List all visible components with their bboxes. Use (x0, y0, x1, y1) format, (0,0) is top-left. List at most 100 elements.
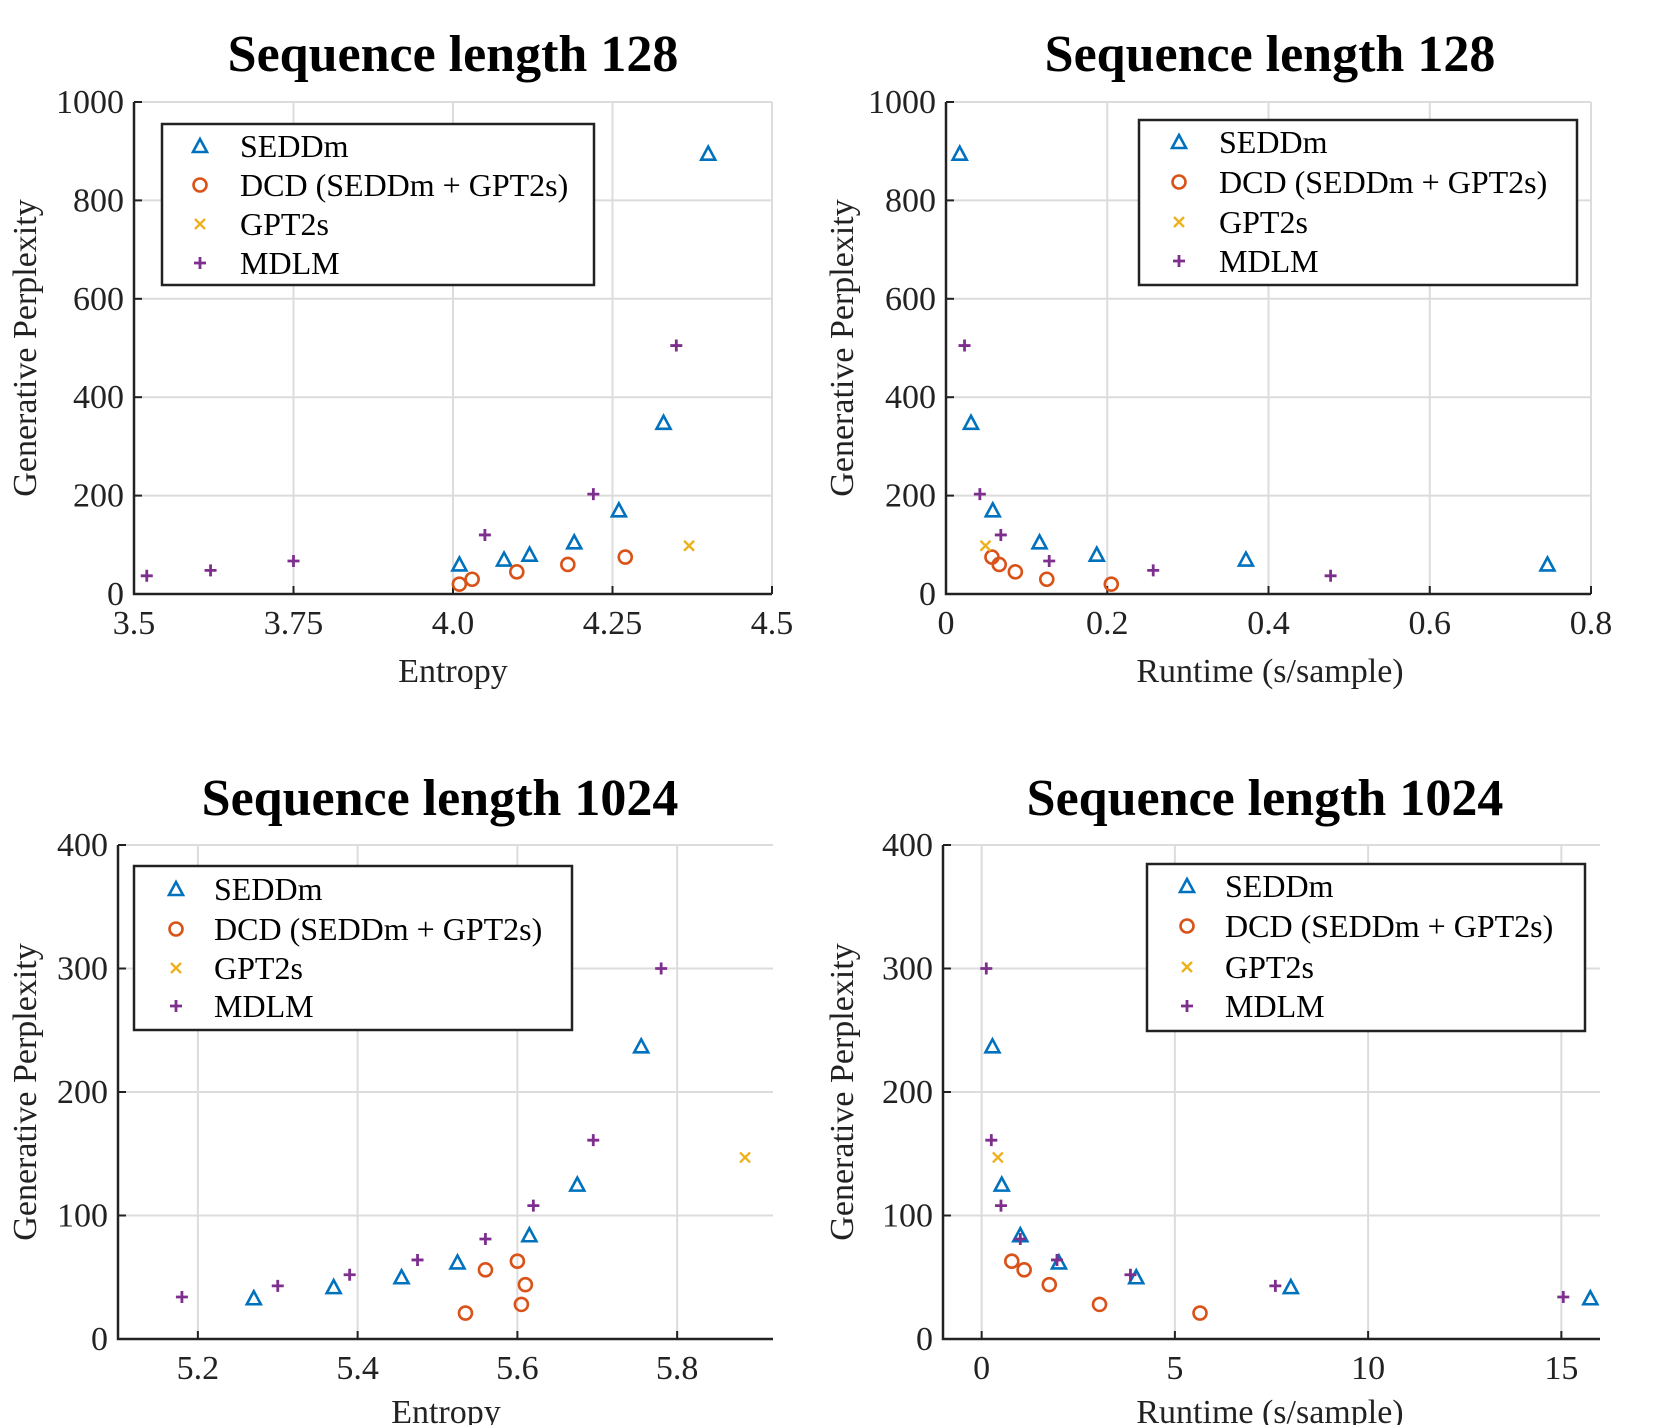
point-gpt2s (683, 539, 695, 552)
y-tick-label: 1000 (56, 84, 124, 121)
point-seddm (1538, 554, 1557, 572)
point-mdlm (655, 962, 668, 975)
point-gpt2s (992, 1151, 1004, 1164)
point-dcd-seddm-gpt2s (509, 1253, 526, 1269)
point-mdlm (411, 1253, 424, 1266)
point-dcd-seddm-gpt2s (508, 564, 525, 580)
y-tick-label: 200 (57, 1074, 108, 1111)
y-tick-label: 200 (73, 478, 124, 515)
point-dcd-seddm-gpt2s (464, 571, 480, 588)
point-seddm (609, 500, 629, 518)
point-dcd-seddm-gpt2s (560, 556, 576, 573)
point-mdlm (527, 1199, 540, 1212)
legend-label-mdlm: MDLM (1219, 243, 1319, 279)
panel-seq128-runtime: Sequence length 128 Runtime (s/sample) G… (824, 26, 1612, 690)
legend-label-gpt2s: GPT2s (214, 950, 303, 986)
point-seddm (983, 1036, 1002, 1054)
x-tick-label: 0 (938, 605, 955, 642)
point-mdlm (479, 1232, 492, 1245)
point-mdlm (1557, 1291, 1570, 1304)
y-axis-label: Generative Perplexity (7, 943, 44, 1240)
legend-label-mdlm: MDLM (1225, 988, 1325, 1024)
y-tick-label: 400 (885, 379, 936, 416)
x-tick-label: 4.25 (583, 605, 643, 642)
y-tick-label: 0 (919, 576, 936, 613)
point-mdlm (1324, 569, 1337, 582)
x-tick-label: 3.5 (113, 605, 156, 642)
legend-label-gpt2s: GPT2s (1219, 204, 1308, 240)
point-dcd-seddm-gpt2s (513, 1296, 530, 1313)
panel-title: Sequence length 128 (228, 26, 679, 83)
point-seddm (1087, 544, 1106, 562)
point-seddm (520, 1225, 539, 1243)
legend-marker-gpt2s (170, 962, 182, 974)
point-seddm (1127, 1267, 1146, 1285)
y-tick-label: 200 (882, 1074, 933, 1111)
legend-label-dcd: DCD (SEDDm + GPT2s) (240, 167, 568, 203)
x-tick-label: 3.75 (264, 605, 324, 642)
point-seddm (448, 1252, 467, 1270)
y-tick-label: 0 (107, 576, 124, 613)
point-mdlm (1051, 1253, 1064, 1266)
x-tick-label: 0.2 (1086, 605, 1129, 642)
legend-box (132, 864, 574, 1032)
point-dcd-seddm-gpt2s (1192, 1305, 1208, 1321)
point-mdlm (1147, 564, 1160, 577)
x-tick-label: 0 (973, 1350, 990, 1387)
legend-marker-mdlm (194, 257, 206, 269)
legend-marker-mdlm (1181, 1000, 1193, 1012)
legend-label-seddm: SEDDm (1219, 124, 1328, 160)
y-tick-label: 600 (73, 281, 124, 318)
y-tick-label: 600 (885, 281, 936, 318)
point-seddm (450, 554, 469, 572)
y-axis-label: Generative Perplexity (824, 199, 861, 496)
point-seddm (654, 413, 673, 431)
point-mdlm (140, 569, 153, 582)
x-axis-label: Runtime (s/sample) (1136, 1394, 1403, 1425)
legend-marker-gpt2s (1173, 216, 1185, 228)
point-mdlm (1043, 555, 1056, 568)
y-tick-label: 0 (916, 1321, 933, 1358)
legend-marker-gpt2s (1181, 961, 1193, 973)
point-dcd-seddm-gpt2s (1091, 1296, 1108, 1313)
legend-marker-dcd (1179, 918, 1195, 934)
legend-label-mdlm: MDLM (214, 988, 314, 1024)
point-mdlm (980, 962, 993, 975)
x-tick-label: 15 (1544, 1350, 1578, 1387)
point-seddm (1049, 1252, 1069, 1270)
legend-marker-seddm (1169, 132, 1189, 150)
point-dcd-seddm-gpt2s (1103, 576, 1120, 592)
panel-title: Sequence length 1024 (1027, 770, 1504, 827)
legend-label-seddm: SEDDm (1225, 868, 1334, 904)
legend-marker-seddm (1177, 876, 1197, 894)
point-seddm (961, 413, 981, 431)
point-seddm (983, 500, 1002, 518)
y-tick-label: 100 (57, 1198, 108, 1235)
point-mdlm (271, 1279, 284, 1292)
x-tick-label: 5 (1166, 1350, 1183, 1387)
y-tick-label: 800 (885, 182, 936, 219)
legend: SEDDm DCD (SEDDm + GPT2s) GPT2s MDLM (1145, 862, 1587, 1033)
panel-seq1024-entropy: Sequence length 1024 Entropy Generative … (7, 770, 773, 1425)
y-axis-label: Generative Perplexity (824, 943, 861, 1240)
legend-marker-mdlm (1173, 255, 1185, 267)
point-dcd-seddm-gpt2s (451, 576, 468, 592)
point-seddm (1281, 1277, 1300, 1295)
point-mdlm (1269, 1279, 1282, 1292)
point-seddm (494, 549, 514, 567)
point-mdlm (985, 1134, 998, 1147)
x-tick-label: 0.6 (1409, 605, 1452, 642)
point-mdlm (670, 339, 683, 352)
legend-label-gpt2s: GPT2s (1225, 949, 1314, 985)
x-tick-label: 0.4 (1247, 605, 1290, 642)
y-tick-label: 300 (882, 951, 933, 988)
point-mdlm (1124, 1268, 1137, 1281)
x-tick-label: 5.4 (336, 1350, 379, 1387)
legend-box (1145, 862, 1587, 1033)
point-mdlm (958, 339, 971, 352)
point-seddm (950, 143, 969, 161)
point-dcd-seddm-gpt2s (477, 1262, 494, 1278)
point-seddm (992, 1174, 1011, 1192)
x-axis-label: Entropy (398, 653, 508, 690)
y-tick-label: 200 (885, 478, 936, 515)
